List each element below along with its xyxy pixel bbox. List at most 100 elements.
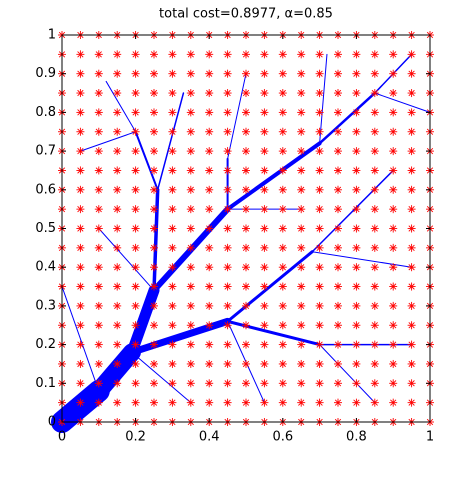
point-marker	[242, 205, 250, 214]
marker-stroke	[298, 51, 305, 58]
point-marker	[131, 359, 140, 368]
marker-stroke	[298, 322, 305, 329]
marker-stroke	[114, 380, 121, 387]
point-marker	[297, 243, 306, 252]
point-marker	[278, 127, 287, 136]
marker-stroke	[150, 109, 158, 116]
point-marker	[94, 243, 103, 252]
marker-stroke	[316, 341, 323, 348]
point-marker	[223, 166, 232, 175]
point-marker	[315, 69, 324, 78]
marker-stroke	[334, 264, 342, 271]
marker-stroke	[298, 244, 305, 251]
marker-stroke	[334, 206, 342, 213]
marker-stroke	[279, 360, 286, 368]
point-marker	[278, 147, 287, 156]
point-marker	[407, 359, 416, 368]
marker-stroke	[224, 225, 231, 232]
marker-stroke	[242, 147, 250, 155]
point-marker	[223, 398, 232, 407]
point-marker	[150, 359, 158, 368]
marker-stroke	[169, 128, 176, 135]
marker-stroke	[132, 322, 139, 329]
marker-stroke	[95, 109, 102, 116]
point-marker	[260, 108, 269, 117]
point-marker	[168, 185, 177, 194]
marker-stroke	[95, 186, 102, 193]
point-marker	[334, 321, 342, 330]
point-marker	[242, 243, 250, 252]
point-marker	[186, 340, 195, 349]
marker-stroke	[353, 186, 360, 193]
marker-stroke	[114, 341, 121, 348]
point-marker	[407, 69, 416, 78]
marker-stroke	[242, 109, 250, 116]
marker-stroke	[77, 225, 84, 232]
marker-stroke	[132, 360, 139, 368]
marker-stroke	[390, 341, 397, 348]
marker-stroke	[187, 147, 194, 155]
marker-stroke	[206, 360, 213, 368]
marker-stroke	[316, 109, 323, 116]
marker-stroke	[150, 167, 158, 174]
marker-stroke	[334, 322, 342, 329]
marker-stroke	[150, 283, 158, 290]
point-marker	[150, 69, 158, 78]
point-marker	[76, 185, 85, 194]
marker-stroke	[95, 225, 102, 232]
point-marker	[370, 282, 379, 291]
point-marker	[297, 282, 306, 291]
marker-stroke	[390, 128, 397, 135]
marker-stroke	[371, 167, 378, 174]
point-marker	[186, 359, 195, 368]
marker-stroke	[132, 128, 139, 135]
point-marker	[352, 379, 361, 388]
point-marker	[370, 69, 379, 78]
marker-stroke	[206, 399, 213, 406]
marker-stroke	[132, 244, 139, 251]
point-marker	[278, 321, 287, 330]
marker-stroke	[187, 89, 194, 97]
point-marker	[370, 205, 379, 214]
point-marker	[352, 205, 361, 214]
marker-stroke	[132, 109, 139, 116]
point-marker	[242, 398, 250, 407]
marker-stroke	[408, 283, 415, 290]
marker-stroke	[132, 206, 139, 213]
point-marker	[315, 127, 324, 136]
point-marker	[352, 282, 361, 291]
marker-stroke	[242, 264, 250, 271]
point-marker	[168, 224, 177, 233]
x-tick-label: 0.4	[199, 430, 220, 445]
point-marker	[352, 340, 361, 349]
point-marker	[113, 108, 122, 117]
marker-stroke	[77, 51, 84, 58]
marker-stroke	[132, 380, 139, 387]
marker-stroke	[206, 51, 213, 58]
marker-stroke	[371, 302, 378, 310]
point-marker	[407, 379, 416, 388]
network-edge	[134, 130, 159, 191]
marker-stroke	[353, 264, 360, 271]
point-marker	[315, 263, 324, 272]
marker-stroke	[150, 206, 158, 213]
point-marker	[278, 301, 287, 310]
marker-stroke	[77, 186, 84, 193]
x-tick-label: 0	[58, 430, 66, 445]
marker-stroke	[390, 302, 397, 310]
marker-stroke	[298, 128, 305, 135]
marker-stroke	[353, 70, 360, 77]
point-marker	[205, 89, 214, 98]
marker-stroke	[261, 283, 268, 290]
point-marker	[150, 108, 158, 117]
marker-stroke	[408, 380, 415, 387]
marker-stroke	[371, 360, 378, 368]
marker-stroke	[95, 70, 102, 77]
marker-stroke	[169, 264, 176, 271]
point-marker	[407, 321, 416, 330]
point-marker	[242, 263, 250, 272]
point-marker	[223, 127, 232, 136]
marker-stroke	[187, 128, 194, 135]
point-marker	[297, 108, 306, 117]
point-marker	[205, 127, 214, 136]
